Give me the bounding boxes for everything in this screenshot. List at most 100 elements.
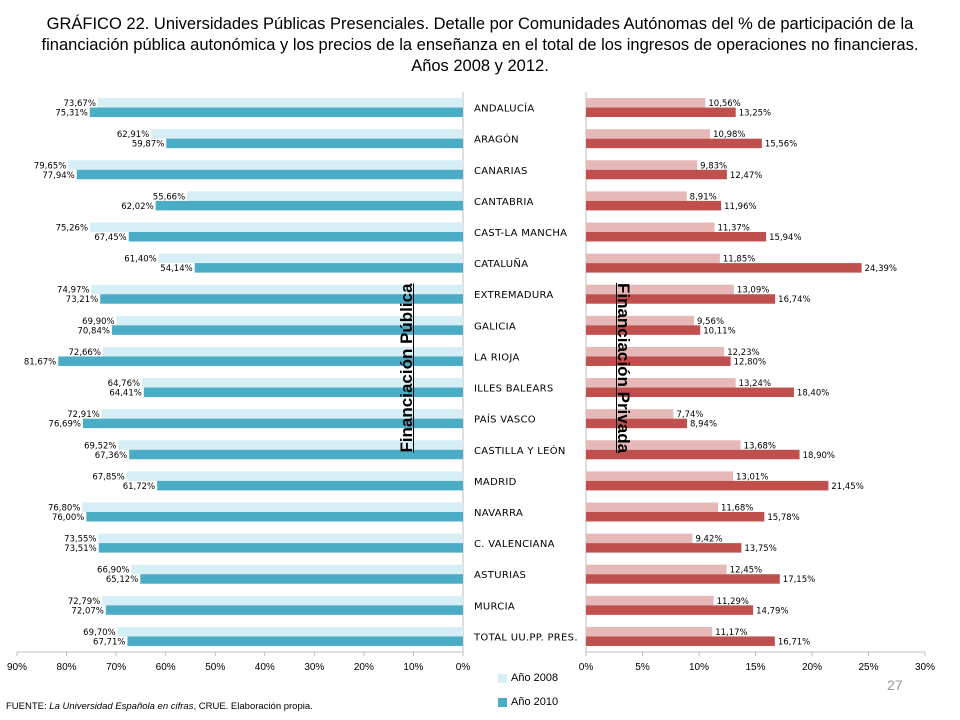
right-tick-label: 30%: [915, 662, 935, 673]
private-label-2010: 18,40%: [797, 389, 829, 399]
private-label-2008: 11,37%: [717, 224, 749, 234]
legend: Año 2008 Año 2010: [498, 672, 558, 720]
left-tick-label: 20%: [354, 662, 374, 673]
left-tick-label: 70%: [106, 662, 126, 673]
public-label-2008: 66,90%: [97, 566, 129, 576]
private-bar-2010: [586, 418, 688, 429]
public-label-2008: 64,76%: [108, 379, 140, 389]
public-bar-2008: [102, 346, 464, 357]
public-label-2008: 73,67%: [64, 99, 96, 109]
private-bar-2010: [586, 138, 762, 149]
category-label: MADRID: [474, 477, 517, 488]
public-label-2008: 73,55%: [64, 535, 96, 545]
public-label-2010: 70,84%: [78, 326, 110, 336]
public-bar-2008: [126, 471, 463, 481]
public-bar-2010: [128, 232, 463, 242]
right-tick-label: 0%: [579, 662, 594, 673]
public-bar-2010: [86, 512, 463, 522]
category-label: CANARIAS: [474, 166, 528, 177]
private-label-2010: 10,11%: [703, 326, 735, 336]
private-bar-2010: [586, 605, 754, 615]
public-label-2010: 76,69%: [49, 420, 81, 430]
private-bar-2008: [586, 564, 727, 575]
private-bar-2010: [586, 169, 727, 180]
private-bar-2008: [586, 160, 698, 170]
private-label-2008: 12,23%: [727, 348, 759, 358]
private-label-2008: 10,98%: [713, 130, 745, 140]
private-label-2010: 14,79%: [756, 606, 788, 616]
left-tick-label: 40%: [255, 662, 275, 673]
left-tick-label: 0%: [456, 662, 471, 673]
category-label: CANTABRIA: [474, 197, 534, 208]
private-label-2008: 7,74%: [676, 410, 703, 420]
private-bar-2010: [586, 325, 701, 335]
right-tick-label: 15%: [745, 662, 765, 673]
category-label: TOTAL UU.PP. PRES.: [473, 632, 578, 643]
public-label-2010: 59,87%: [132, 140, 164, 150]
legend-item-2008: Año 2008: [498, 672, 558, 684]
public-funding-label: Financiación Pública: [394, 262, 420, 474]
source-note: FUENTE: La Universidad Española en cifra…: [6, 701, 313, 712]
public-label-2008: 62,91%: [117, 130, 149, 140]
legend-swatch-2008: [498, 673, 507, 683]
public-bar-2010: [194, 263, 463, 273]
category-label: ANDALUCÍA: [474, 102, 535, 115]
public-bar-2010: [100, 294, 463, 304]
private-label-2008: 12,45%: [730, 566, 762, 576]
public-label-2008: 72,66%: [69, 348, 101, 358]
private-label-2010: 13,75%: [744, 544, 776, 554]
public-funding-label-text: Financiación Pública: [397, 283, 416, 453]
public-bar-2010: [105, 605, 463, 615]
public-bar-2008: [151, 129, 463, 139]
category-label: CAST-LA MANCHA: [474, 228, 567, 239]
category-label: C. VALENCIANA: [474, 539, 555, 550]
public-bar-2010: [58, 356, 463, 366]
legend-label-2010: Año 2010: [511, 696, 559, 708]
public-label-2008: 76,80%: [48, 504, 80, 514]
public-label-2008: 79,65%: [34, 161, 66, 171]
public-label-2010: 64,41%: [109, 389, 141, 399]
public-label-2010: 77,94%: [42, 171, 74, 181]
public-label-2010: 62,02%: [121, 202, 153, 212]
private-bar-2010: [586, 200, 722, 211]
private-label-2010: 21,45%: [831, 482, 863, 492]
private-funding-label-text: Financiación Privada: [614, 282, 633, 454]
category-label: CATALUÑA: [474, 257, 528, 270]
right-tick-label: 25%: [858, 662, 878, 673]
private-label-2010: 15,94%: [769, 233, 801, 243]
private-label-2008: 11,85%: [723, 255, 755, 265]
private-bar-2010: [586, 387, 794, 398]
source-suffix: , CRUE. Elaboración propia.: [193, 701, 313, 712]
public-bar-2008: [131, 564, 463, 575]
left-tick-label: 30%: [304, 662, 324, 673]
right-tick-label: 5%: [635, 662, 650, 673]
private-label-2008: 8,91%: [690, 192, 717, 202]
private-label-2008: 10,56%: [708, 99, 740, 109]
public-label-2008: 72,79%: [68, 597, 100, 607]
public-label-2008: 69,70%: [83, 628, 115, 638]
private-label-2008: 11,68%: [721, 504, 753, 514]
category-label: PAÍS VASCO: [474, 413, 536, 426]
page-number: 27: [887, 677, 903, 693]
public-bar-2010: [166, 138, 463, 149]
private-label-2008: 9,42%: [695, 535, 722, 545]
public-label-2010: 67,36%: [95, 451, 127, 461]
private-label-2010: 17,15%: [783, 575, 815, 585]
private-bar-2008: [586, 98, 706, 108]
left-tick-label: 90%: [7, 662, 27, 673]
private-bar-2008: [586, 378, 736, 388]
category-label: ILLES BALEARS: [474, 384, 554, 395]
private-label-2008: 13,24%: [739, 379, 771, 389]
public-label-2010: 67,71%: [93, 637, 125, 647]
public-bar-2010: [157, 480, 463, 491]
private-label-2008: 9,83%: [700, 161, 727, 171]
public-bar-2010: [98, 543, 464, 553]
private-bar-2008: [586, 471, 734, 481]
private-bar-2010: [586, 636, 775, 646]
private-bar-2008: [586, 315, 695, 326]
public-bar-2010: [82, 418, 464, 429]
private-label-2010: 13,25%: [739, 109, 771, 119]
public-bar-2010: [76, 169, 463, 180]
public-label-2010: 61,72%: [123, 482, 155, 492]
public-label-2010: 67,45%: [94, 233, 126, 243]
